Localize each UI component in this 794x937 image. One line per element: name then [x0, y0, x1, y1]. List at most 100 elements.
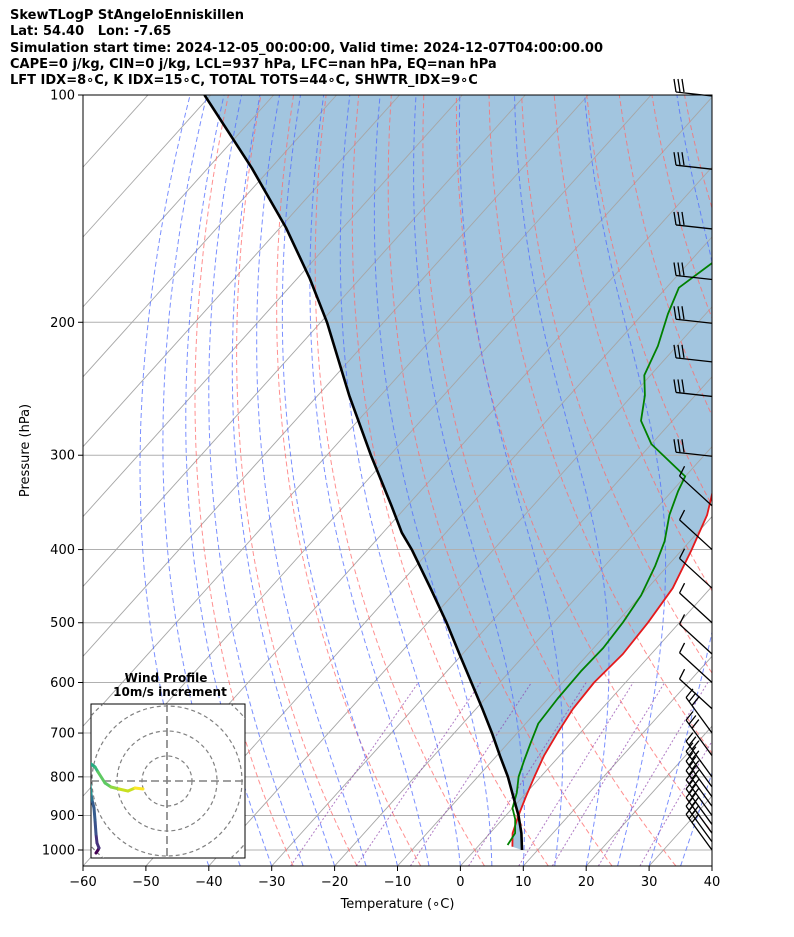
dry-adiabat: [717, 95, 794, 866]
wind-barb: [673, 439, 713, 457]
isotherm-line: [83, 95, 212, 238]
chart-title-block: SkewTLogP StAngeloEnniskillen Lat: 54.40…: [10, 8, 603, 89]
dry-adiabat: [782, 95, 794, 866]
hodograph-segment: [92, 806, 97, 822]
dry-adiabat: [314, 95, 485, 866]
isotherm-line: [397, 515, 712, 866]
cape-shading: [204, 95, 712, 850]
x-tick-label: 40: [704, 875, 721, 890]
hodograph-segment: [91, 783, 92, 787]
chart-title: SkewTLogP StAngeloEnniskillen: [10, 8, 244, 23]
wind-barb: [673, 262, 713, 281]
isotherm-line: [145, 236, 712, 866]
y-tick-label: 1000: [42, 844, 75, 859]
mixing-ratio-line: [290, 682, 419, 866]
dry-adiabat: [586, 95, 712, 507]
isotherm-line: [83, 95, 463, 518]
hodograph-segment: [91, 762, 93, 767]
wind-barb: [678, 668, 713, 710]
dry-adiabat: [422, 95, 677, 866]
dry-adiabat: [351, 95, 549, 866]
moist-adiabat: [514, 95, 610, 866]
wind-barb: [685, 711, 713, 757]
hodograph-subtitle: 10m/s increment: [113, 685, 227, 699]
mixing-ratio-line: [518, 682, 634, 866]
plot-area: [83, 95, 794, 866]
mixing-ratio-line: [551, 682, 666, 866]
y-tick-label: 500: [50, 616, 75, 631]
mixing-ratio-line: [468, 682, 587, 866]
y-tick-label: 900: [50, 809, 75, 824]
isotherm-line: [460, 585, 712, 866]
y-tick-label: 200: [50, 316, 75, 331]
hodograph-segment: [117, 787, 130, 793]
moist-adiabat: [680, 771, 712, 866]
moist-adiabat: [185, 95, 273, 866]
wind-barbs: [673, 78, 713, 851]
isotherm-line: [334, 445, 712, 866]
wind-barb: [678, 509, 713, 551]
isotherm-line: [271, 376, 712, 866]
mixing-ratio-line: [409, 682, 532, 866]
y-tick-label: 800: [50, 770, 75, 785]
x-tick-label: −10: [384, 875, 411, 890]
mixing-ratio-line: [597, 682, 709, 866]
mixing-ratio-line: [355, 682, 481, 866]
dry-adiabat: [387, 95, 613, 866]
x-tick-label: −20: [321, 875, 348, 890]
moist-adiabat: [231, 95, 336, 866]
dry-adiabat: [236, 95, 358, 866]
wind-barb: [678, 642, 713, 683]
hodograph-segment: [96, 770, 107, 785]
isotherm-line: [522, 655, 712, 866]
wind-barb: [673, 344, 713, 363]
y-tick-label: 600: [50, 676, 75, 691]
wind-barb: [678, 582, 713, 624]
location-line: Lat: 54.40 Lon: -7.65: [10, 24, 172, 40]
moist-adiabat: [373, 95, 493, 866]
dewpoint-profile: [506, 261, 712, 846]
hodograph-segment: [133, 786, 145, 791]
simulation-time-line: Simulation start time: 2024-12-05_00:00:…: [10, 40, 603, 56]
wind-barb: [678, 465, 713, 507]
isotherm-line: [83, 95, 526, 588]
wind-barb: [678, 548, 713, 589]
hodograph-segment: [94, 832, 99, 845]
moist-adiabat: [648, 95, 712, 866]
x-tick-label: 0: [456, 875, 464, 890]
dry-adiabat: [521, 95, 712, 674]
isotherm-line: [585, 725, 712, 866]
y-tick-label: 700: [50, 727, 75, 742]
temperature-profile: [511, 490, 712, 847]
isotherm-line: [83, 95, 337, 378]
moist-adiabat: [458, 95, 564, 866]
isotherm-line: [711, 865, 712, 866]
x-tick-label: 10: [515, 875, 532, 890]
wind-barb: [673, 379, 713, 398]
y-tick-label: 400: [50, 543, 75, 558]
indices-line-2: LFT IDX=8∘C, K IDX=15∘C, TOTAL TOTS=44∘C…: [10, 73, 478, 89]
isotherm-line: [83, 95, 589, 658]
y-axis-label: Pressure (hPa): [18, 404, 33, 497]
moist-adiabat: [339, 95, 461, 866]
y-tick-label: 100: [50, 89, 75, 104]
x-tick-label: −60: [69, 875, 96, 890]
x-tick-label: −40: [195, 875, 222, 890]
wind-barb: [685, 732, 713, 778]
wind-barb: [685, 688, 713, 734]
isotherm-line: [83, 95, 652, 727]
indices-line-1: CAPE=0 j/kg, CIN=0 j/kg, LCL=937 hPa, LF…: [10, 56, 497, 72]
x-tick-label: 20: [578, 875, 595, 890]
wind-barb: [673, 152, 713, 170]
moist-adiabat: [309, 95, 430, 866]
dry-adiabat: [194, 95, 294, 866]
hodograph-title: Wind Profile: [125, 671, 208, 685]
y-tick-label: 300: [50, 449, 75, 464]
x-tick-label: 30: [641, 875, 658, 890]
dry-adiabat: [750, 95, 794, 866]
parcel-profile: [203, 95, 524, 851]
wind-barb: [678, 614, 713, 655]
moist-adiabat: [208, 95, 304, 866]
